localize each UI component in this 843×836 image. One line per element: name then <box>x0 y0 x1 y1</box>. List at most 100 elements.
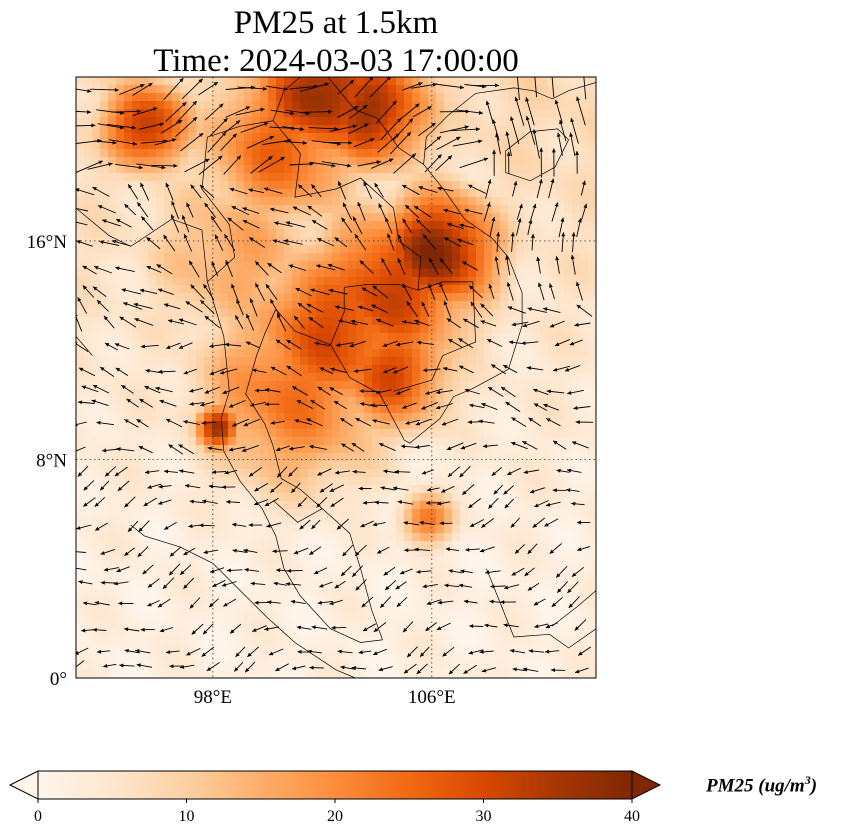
pm25-cell <box>308 189 317 198</box>
pm25-cell <box>268 101 277 110</box>
pm25-cell <box>468 581 477 590</box>
pm25-cell <box>468 429 477 438</box>
pm25-cell <box>508 445 517 454</box>
pm25-cell <box>524 557 533 566</box>
pm25-cell <box>84 613 93 622</box>
pm25-cell <box>300 493 309 502</box>
pm25-cell <box>260 421 269 430</box>
pm25-cell <box>108 197 117 206</box>
pm25-cell <box>380 501 389 510</box>
pm25-cell <box>92 125 101 134</box>
pm25-cell <box>564 549 573 558</box>
pm25-cell <box>428 157 437 166</box>
pm25-cell <box>260 261 269 270</box>
pm25-cell <box>100 445 109 454</box>
pm25-cell <box>252 141 261 150</box>
pm25-cell <box>292 509 301 518</box>
pm25-cell <box>476 101 485 110</box>
pm25-cell <box>492 221 501 230</box>
pm25-cell <box>348 501 357 510</box>
pm25-cell <box>284 229 293 238</box>
pm25-cell <box>548 93 557 102</box>
pm25-cell <box>140 157 149 166</box>
pm25-cell <box>252 221 261 230</box>
pm25-cell <box>204 365 213 374</box>
pm25-cell <box>404 141 413 150</box>
pm25-cell <box>444 565 453 574</box>
pm25-cell <box>548 157 557 166</box>
pm25-cell <box>580 181 589 190</box>
pm25-cell <box>308 101 317 110</box>
pm25-cell <box>188 109 197 118</box>
pm25-cell <box>532 221 541 230</box>
pm25-cell <box>132 461 141 470</box>
pm25-cell <box>548 109 557 118</box>
pm25-cell <box>356 245 365 254</box>
pm25-cell <box>180 589 189 598</box>
pm25-cell <box>156 437 165 446</box>
pm25-cell <box>300 453 309 462</box>
pm25-cell <box>156 165 165 174</box>
pm25-cell <box>492 605 501 614</box>
pm25-cell <box>148 445 157 454</box>
pm25-cell <box>468 253 477 262</box>
pm25-cell <box>444 93 453 102</box>
pm25-cell <box>500 93 509 102</box>
pm25-cell <box>116 277 125 286</box>
pm25-cell <box>108 253 117 262</box>
pm25-cell <box>284 501 293 510</box>
pm25-cell <box>156 525 165 534</box>
pm25-cell <box>268 277 277 286</box>
pm25-cell <box>444 429 453 438</box>
pm25-cell <box>556 357 565 366</box>
pm25-cell <box>204 533 213 542</box>
pm25-cell <box>452 157 461 166</box>
pm25-cell <box>188 229 197 238</box>
pm25-cell <box>292 589 301 598</box>
pm25-cell <box>476 613 485 622</box>
pm25-cell <box>372 141 381 150</box>
pm25-cell <box>420 557 429 566</box>
pm25-cell <box>388 253 397 262</box>
pm25-cell <box>468 525 477 534</box>
pm25-cell <box>252 173 261 182</box>
pm25-cell <box>228 253 237 262</box>
pm25-cell <box>140 197 149 206</box>
pm25-cell <box>228 157 237 166</box>
pm25-cell <box>100 149 109 158</box>
pm25-cell <box>76 189 85 198</box>
pm25-cell <box>100 437 109 446</box>
pm25-cell <box>500 189 509 198</box>
pm25-cell <box>308 669 317 678</box>
pm25-cell <box>164 469 173 478</box>
pm25-cell <box>444 421 453 430</box>
pm25-cell <box>564 173 573 182</box>
pm25-cell <box>388 405 397 414</box>
pm25-cell <box>572 157 581 166</box>
pm25-cell <box>420 661 429 670</box>
pm25-cell <box>508 317 517 326</box>
pm25-cell <box>124 621 133 630</box>
pm25-cell <box>428 549 437 558</box>
pm25-cell <box>276 341 285 350</box>
pm25-cell <box>100 597 109 606</box>
pm25-cell <box>484 317 493 326</box>
chart-title-line-2: Time: 2024-03-03 17:00:00 <box>153 43 519 79</box>
pm25-cell <box>412 445 421 454</box>
pm25-cell <box>212 149 221 158</box>
pm25-cell <box>220 469 229 478</box>
pm25-cell <box>340 189 349 198</box>
pm25-cell <box>388 525 397 534</box>
wind-arrow <box>516 77 520 100</box>
pm25-cell <box>148 421 157 430</box>
pm25-cell <box>252 453 261 462</box>
pm25-cell <box>132 605 141 614</box>
pm25-cell <box>308 213 317 222</box>
pm25-cell <box>356 125 365 134</box>
pm25-cell <box>436 477 445 486</box>
pm25-cell <box>452 661 461 670</box>
pm25-cell <box>572 301 581 310</box>
pm25-cell <box>324 181 333 190</box>
pm25-cell <box>92 373 101 382</box>
pm25-cell <box>84 437 93 446</box>
